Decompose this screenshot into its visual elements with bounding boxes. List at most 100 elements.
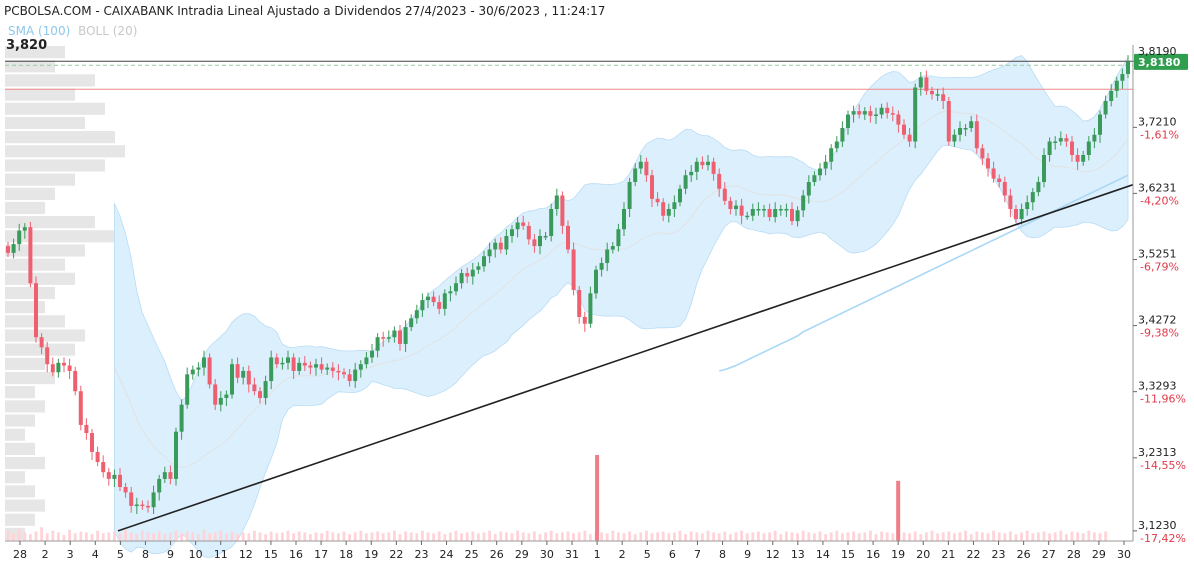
candle-body: [398, 330, 402, 344]
bollinger-band: [114, 55, 1129, 559]
volume-profile-bar: [5, 329, 85, 342]
volume-bar: [919, 534, 923, 541]
candle-body: [582, 316, 587, 324]
candle-body: [179, 404, 184, 432]
chart-title: PCBOLSA.COM - CAIXABANK Intradia Lineal …: [4, 4, 606, 18]
volume-bar: [1042, 531, 1046, 541]
volume-bar: [57, 532, 60, 541]
candle-body: [95, 451, 100, 463]
volume-bar: [68, 529, 71, 541]
volume-profile-bar: [5, 88, 75, 101]
volume-bar: [566, 531, 570, 541]
volume-bar: [846, 532, 850, 541]
x-tick-label: 12: [766, 548, 780, 561]
candle-body: [1092, 134, 1097, 142]
volume-profile-bar: [5, 272, 75, 285]
y-tick-percent-label: -14,55%: [1140, 459, 1186, 472]
candle-body: [325, 367, 330, 370]
x-tick-label: 16: [289, 548, 303, 561]
volume-profile-bar: [5, 230, 115, 243]
volume-bar: [219, 530, 223, 541]
candle-body: [1030, 192, 1035, 203]
candle-body: [90, 433, 94, 452]
volume-bar: [555, 533, 559, 541]
volume-bar: [947, 531, 951, 541]
volume-bar: [6, 530, 10, 541]
volume-bar: [426, 532, 430, 541]
candle-body: [235, 364, 240, 378]
candle-body: [426, 296, 430, 301]
candle-body: [829, 148, 834, 162]
volume-bar: [863, 532, 867, 541]
volume-bar: [622, 533, 626, 541]
x-tick-label: 23: [992, 548, 1006, 561]
candle-body: [1081, 154, 1086, 162]
volume-profile-bar: [5, 102, 105, 115]
candle-body: [286, 357, 290, 363]
candle-body: [577, 289, 582, 317]
volume-bar: [437, 531, 441, 541]
candle-body: [706, 161, 710, 166]
volume-bar: [572, 533, 575, 541]
x-tick-label: 9: [167, 548, 174, 561]
volume-profile-bar: [5, 343, 75, 356]
volume-bar: [908, 533, 911, 541]
volume-bar: [443, 534, 447, 541]
candle-body: [84, 424, 89, 434]
candle-body: [650, 175, 654, 199]
volume-bar: [773, 530, 777, 541]
candle-body: [610, 246, 615, 250]
volume-profile-bar: [5, 442, 35, 455]
candle-body: [599, 262, 604, 270]
candle-body: [17, 230, 22, 245]
candle-body: [918, 77, 923, 88]
candle-body: [689, 171, 694, 176]
volume-bar: [421, 530, 424, 541]
volume-bar: [505, 532, 508, 541]
x-tick-label: 15: [841, 548, 855, 561]
volume-bar: [202, 529, 206, 541]
volume-profile-bar: [5, 301, 45, 314]
volume-bar: [404, 531, 407, 541]
y-tick-percent-label: -17,42%: [1140, 532, 1186, 545]
candle-body: [818, 168, 822, 176]
volume-bar: [852, 531, 855, 541]
candle-body: [605, 249, 610, 263]
candle-body: [560, 195, 565, 226]
candle-body: [11, 244, 16, 253]
candle-body: [1075, 154, 1080, 162]
candle-body: [1019, 208, 1024, 220]
candle-body: [627, 181, 632, 209]
candle-body: [62, 362, 66, 366]
candle-body: [6, 246, 10, 253]
volume-profile-bar: [5, 357, 45, 370]
volume-bar: [689, 531, 693, 541]
x-tick-label: 22: [966, 548, 980, 561]
volume-bar: [236, 534, 239, 541]
volume-bar: [829, 532, 833, 541]
volume-bar: [488, 530, 491, 541]
volume-bar: [381, 533, 385, 541]
candle-body: [767, 208, 772, 218]
candle-body: [958, 128, 962, 135]
candle-body: [39, 337, 44, 348]
candle-body: [487, 249, 492, 257]
volume-bar: [331, 532, 335, 541]
volume-profile-bar: [5, 286, 55, 300]
candle-body: [174, 431, 178, 479]
volume-bar: [790, 532, 794, 541]
candle-body: [1025, 202, 1030, 209]
volume-bar: [1087, 530, 1091, 541]
volume-bar: [751, 532, 755, 541]
x-tick-label: 16: [866, 548, 880, 561]
volume-bar: [79, 531, 83, 541]
bollinger-middle-line: [113, 111, 1129, 469]
candle-body: [935, 94, 940, 96]
x-tick-label: 20: [916, 548, 930, 561]
volume-profile-bar: [5, 74, 95, 87]
candle-body: [638, 161, 643, 169]
volume-bar: [734, 532, 738, 541]
candle-body: [269, 357, 274, 382]
candle-body: [409, 318, 414, 328]
